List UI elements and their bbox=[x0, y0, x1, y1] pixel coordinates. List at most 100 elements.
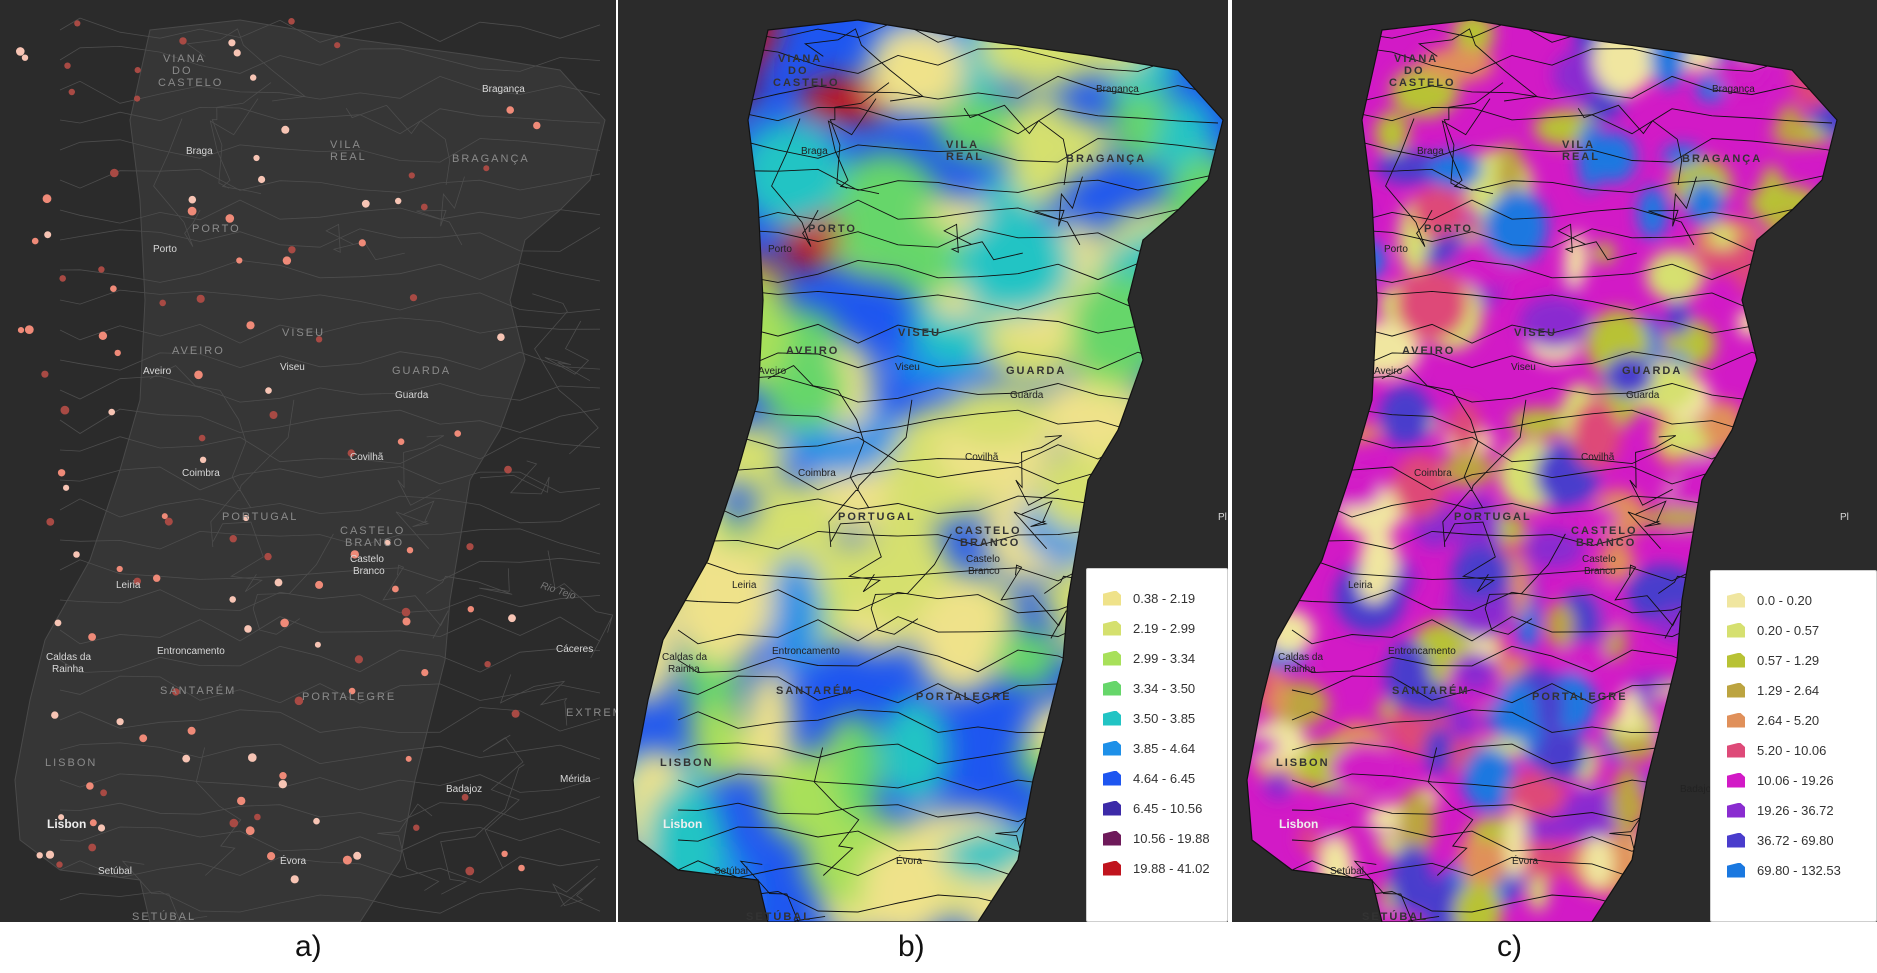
station-dot[interactable] bbox=[484, 661, 491, 668]
station-dot[interactable] bbox=[97, 824, 106, 832]
station-dot[interactable] bbox=[41, 370, 49, 378]
station-dot[interactable] bbox=[44, 231, 52, 239]
station-dot[interactable] bbox=[461, 793, 469, 801]
station-dot[interactable] bbox=[159, 299, 166, 307]
station-dot[interactable] bbox=[315, 580, 324, 589]
station-dot[interactable] bbox=[74, 20, 81, 27]
station-dot[interactable] bbox=[153, 574, 161, 582]
station-dot[interactable] bbox=[237, 796, 246, 806]
station-dot[interactable] bbox=[116, 565, 123, 573]
station-dot[interactable] bbox=[406, 547, 414, 554]
station-dot[interactable] bbox=[501, 850, 508, 857]
station-dot[interactable] bbox=[86, 782, 94, 790]
station-dot[interactable] bbox=[288, 18, 295, 25]
station-dot[interactable] bbox=[279, 772, 287, 780]
station-dot[interactable] bbox=[466, 543, 474, 551]
station-dot[interactable] bbox=[198, 434, 206, 442]
station-dot[interactable] bbox=[45, 850, 55, 859]
station-dot[interactable] bbox=[182, 754, 191, 763]
station-dot[interactable] bbox=[483, 165, 490, 172]
station-dot[interactable] bbox=[196, 294, 205, 303]
station-dot[interactable] bbox=[497, 333, 505, 342]
station-dot[interactable] bbox=[100, 789, 107, 797]
station-dot[interactable] bbox=[454, 430, 462, 437]
station-dot[interactable] bbox=[114, 349, 121, 357]
station-dot[interactable] bbox=[187, 726, 196, 735]
station-dot[interactable] bbox=[245, 826, 255, 836]
station-dot[interactable] bbox=[392, 585, 399, 593]
station-dot[interactable] bbox=[353, 851, 362, 860]
station-dot[interactable] bbox=[278, 780, 287, 789]
station-dot[interactable] bbox=[229, 818, 239, 828]
station-dot[interactable] bbox=[228, 39, 236, 47]
station-dot[interactable] bbox=[248, 753, 257, 762]
station-dot[interactable] bbox=[354, 655, 363, 664]
map-panel-b[interactable]: VIANA DO CASTELO Bragança VILA REAL BRAG… bbox=[618, 0, 1228, 922]
station-dot[interactable] bbox=[194, 370, 203, 380]
station-dot[interactable] bbox=[58, 814, 65, 821]
station-dot[interactable] bbox=[401, 607, 411, 617]
station-dot[interactable] bbox=[533, 121, 541, 130]
station-dot[interactable] bbox=[244, 625, 252, 633]
station-dot[interactable] bbox=[518, 864, 525, 872]
station-dot[interactable] bbox=[64, 62, 71, 69]
station-dot[interactable] bbox=[288, 246, 296, 254]
station-dot[interactable] bbox=[51, 711, 59, 719]
station-dot[interactable] bbox=[108, 408, 115, 416]
station-dot[interactable] bbox=[172, 688, 180, 696]
station-dot[interactable] bbox=[280, 618, 289, 628]
station-dot[interactable] bbox=[265, 387, 272, 394]
station-dot[interactable] bbox=[42, 194, 52, 204]
station-dot[interactable] bbox=[134, 95, 141, 102]
station-dot[interactable] bbox=[313, 817, 320, 825]
station-dot[interactable] bbox=[274, 578, 283, 587]
station-dot[interactable] bbox=[253, 154, 260, 162]
station-dot[interactable] bbox=[402, 617, 411, 626]
station-dot[interactable] bbox=[246, 321, 255, 330]
station-dot[interactable] bbox=[73, 551, 80, 558]
station-dot[interactable] bbox=[347, 449, 355, 457]
station-dot[interactable] bbox=[282, 256, 292, 265]
station-dot[interactable] bbox=[21, 54, 29, 61]
station-dot[interactable] bbox=[88, 633, 96, 641]
station-dot[interactable] bbox=[350, 550, 359, 559]
station-dot[interactable] bbox=[384, 539, 391, 547]
station-dot[interactable] bbox=[17, 327, 25, 334]
station-dot[interactable] bbox=[314, 641, 321, 648]
station-dot[interactable] bbox=[413, 824, 420, 831]
station-dot[interactable] bbox=[250, 74, 257, 81]
station-dot[interactable] bbox=[225, 214, 235, 223]
station-dot[interactable] bbox=[269, 411, 278, 419]
station-dot[interactable] bbox=[164, 517, 173, 526]
station-dot[interactable] bbox=[199, 456, 207, 463]
station-dot[interactable] bbox=[188, 195, 197, 204]
station-dot[interactable] bbox=[89, 819, 97, 827]
station-dot[interactable] bbox=[54, 619, 62, 627]
station-dot[interactable] bbox=[36, 852, 43, 859]
station-dot[interactable] bbox=[187, 206, 197, 216]
station-dot[interactable] bbox=[236, 257, 243, 264]
station-dot[interactable] bbox=[133, 577, 141, 585]
station-dot[interactable] bbox=[511, 709, 520, 718]
station-dot[interactable] bbox=[68, 88, 76, 96]
station-dot[interactable] bbox=[420, 203, 428, 211]
station-dot[interactable] bbox=[294, 696, 304, 706]
station-dot[interactable] bbox=[358, 239, 366, 247]
station-dot[interactable] bbox=[264, 552, 272, 561]
station-dot[interactable] bbox=[315, 336, 323, 343]
station-dot[interactable] bbox=[116, 718, 124, 726]
station-dot[interactable] bbox=[361, 199, 370, 208]
station-dot[interactable] bbox=[88, 843, 97, 852]
station-dot[interactable] bbox=[408, 172, 415, 179]
station-dot[interactable] bbox=[110, 168, 119, 178]
station-dot[interactable] bbox=[139, 734, 148, 743]
station-dot[interactable] bbox=[267, 852, 276, 861]
station-dot[interactable] bbox=[242, 514, 250, 522]
station-dot[interactable] bbox=[57, 469, 66, 477]
station-dot[interactable] bbox=[59, 275, 66, 282]
map-panel-c[interactable]: VIANA DO CASTELO Bragança VILA REAL BRAG… bbox=[1232, 0, 1877, 922]
station-dot[interactable] bbox=[46, 518, 55, 526]
station-dot[interactable] bbox=[281, 125, 290, 134]
station-dot[interactable] bbox=[467, 606, 474, 613]
station-dot[interactable] bbox=[229, 596, 236, 603]
